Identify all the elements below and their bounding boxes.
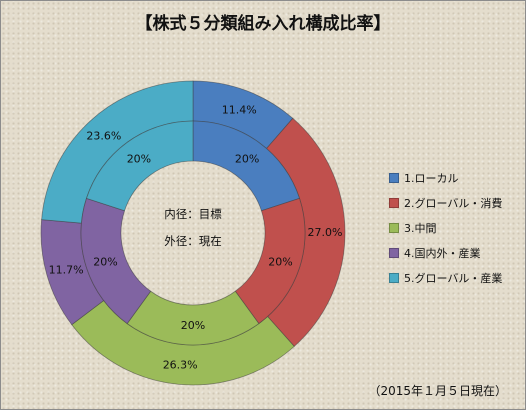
center-label-current: 外径：現在 bbox=[164, 234, 222, 248]
legend-label: 5.グローバル・産業 bbox=[404, 271, 503, 285]
legend-swatch bbox=[389, 222, 399, 233]
legend-label: 4.国内外・産業 bbox=[404, 246, 481, 260]
inner-ring-label: 20% bbox=[181, 319, 205, 332]
outer-ring-label: 23.6% bbox=[86, 130, 121, 143]
legend-label: 3.中間 bbox=[404, 221, 437, 235]
legend-swatch bbox=[389, 272, 399, 283]
legend-swatch bbox=[389, 197, 399, 208]
chart-title: 【株式５分類組み入れ構成比率】 bbox=[135, 14, 391, 34]
inner-ring-slice bbox=[85, 120, 194, 212]
legend-swatch bbox=[389, 247, 399, 258]
outer-ring-label: 26.3% bbox=[163, 358, 198, 371]
center-label-target: 内径：目標 bbox=[164, 207, 222, 221]
legend-label: 1.ローカル bbox=[404, 171, 459, 185]
inner-ring-label: 20% bbox=[93, 255, 117, 268]
legend-label: 2.グローバル・消費 bbox=[404, 196, 503, 210]
legend-item: 4.国内外・産業 bbox=[389, 240, 502, 265]
inner-ring bbox=[80, 120, 306, 346]
inner-ring-label: 20% bbox=[127, 153, 151, 166]
outer-ring-label: 27.0% bbox=[308, 226, 343, 239]
legend-item: 1.ローカル bbox=[389, 165, 502, 190]
data-labels: 11.4% 27.0% 26.3% 11.7% 23.6% 20% 20% 20% 20% 20% bbox=[49, 103, 343, 371]
outer-ring-label: 11.7% bbox=[49, 263, 84, 276]
inner-ring-label: 20% bbox=[235, 153, 259, 166]
inner-ring-label: 20% bbox=[268, 255, 292, 268]
legend-swatch bbox=[389, 172, 399, 183]
legend-item: 5.グローバル・産業 bbox=[389, 265, 502, 290]
legend-item: 3.中間 bbox=[389, 215, 502, 240]
legend: 1.ローカル 2.グローバル・消費 3.中間 4.国内外・産業 5.グローバル・… bbox=[389, 165, 502, 290]
legend-item: 2.グローバル・消費 bbox=[389, 190, 502, 215]
footnote: （2015年１月５日現在） bbox=[368, 384, 507, 398]
outer-ring-label: 11.4% bbox=[222, 103, 257, 116]
